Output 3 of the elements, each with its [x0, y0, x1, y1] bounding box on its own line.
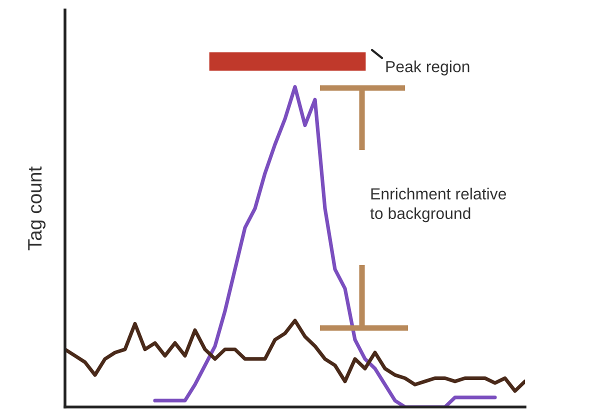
y-axis-title: Tag count: [28, 166, 46, 250]
text: Peak region: [386, 60, 470, 76]
annotation: Enrichment relative to background: [370, 188, 506, 222]
